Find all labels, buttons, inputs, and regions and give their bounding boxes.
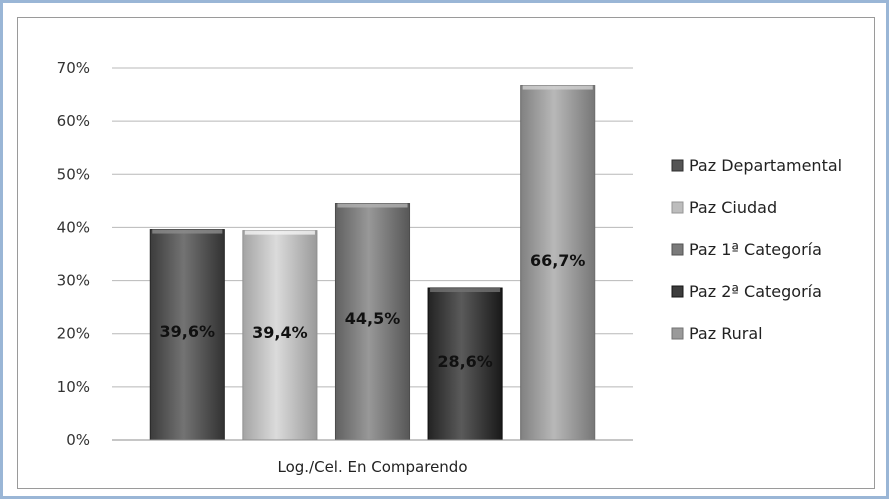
data-label-5: 66,7% (530, 251, 586, 270)
data-labels: 39,6% 39,4% 44,5% 28,6% 66,7% (160, 251, 586, 371)
bars (149, 85, 596, 441)
x-axis-title: Log./Cel. En Comparendo (277, 458, 467, 476)
legend-swatch-4 (671, 285, 684, 298)
legend-swatch-5 (671, 327, 684, 340)
legend: Paz Departamental Paz Ciudad Paz 1ª Catego… (671, 156, 842, 343)
y-tick-label: 60% (57, 112, 90, 130)
y-tick-label: 50% (57, 165, 90, 183)
bar-top-highlight (430, 288, 501, 293)
y-tick-label: 20% (57, 325, 90, 343)
y-tick-label: 10% (57, 378, 90, 396)
bar-5 (520, 85, 596, 441)
data-label-2: 39,4% (252, 323, 308, 342)
legend-label-5: Paz Rural (689, 324, 763, 343)
bar-top-highlight (522, 85, 593, 90)
legend-swatch-2 (671, 201, 684, 214)
legend-swatch-3 (671, 243, 684, 256)
legend-label-3: Paz 1ª Categoría (689, 240, 822, 259)
bar-4 (427, 287, 503, 441)
y-axis-ticks: 0% 10% 20% 30% 40% 50% 60% 70% (57, 59, 90, 449)
data-label-4: 28,6% (437, 352, 493, 371)
legend-label-2: Paz Ciudad (689, 198, 777, 217)
y-tick-label: 70% (57, 59, 90, 77)
legend-label-4: Paz 2ª Categoría (689, 282, 822, 301)
data-label-3: 44,5% (345, 309, 401, 328)
bar-3 (334, 203, 411, 441)
y-tick-label: 30% (57, 272, 90, 290)
bar-top-highlight (244, 230, 315, 235)
legend-label-1: Paz Departamental (689, 156, 842, 175)
y-tick-label: 0% (66, 431, 90, 449)
bar-top-highlight (152, 229, 223, 234)
legend-swatch-1 (671, 159, 684, 172)
bar-1 (149, 229, 225, 441)
bar-2 (242, 230, 318, 441)
data-label-1: 39,6% (160, 322, 216, 341)
bar-top-highlight (337, 203, 408, 208)
y-tick-label: 40% (57, 218, 90, 236)
